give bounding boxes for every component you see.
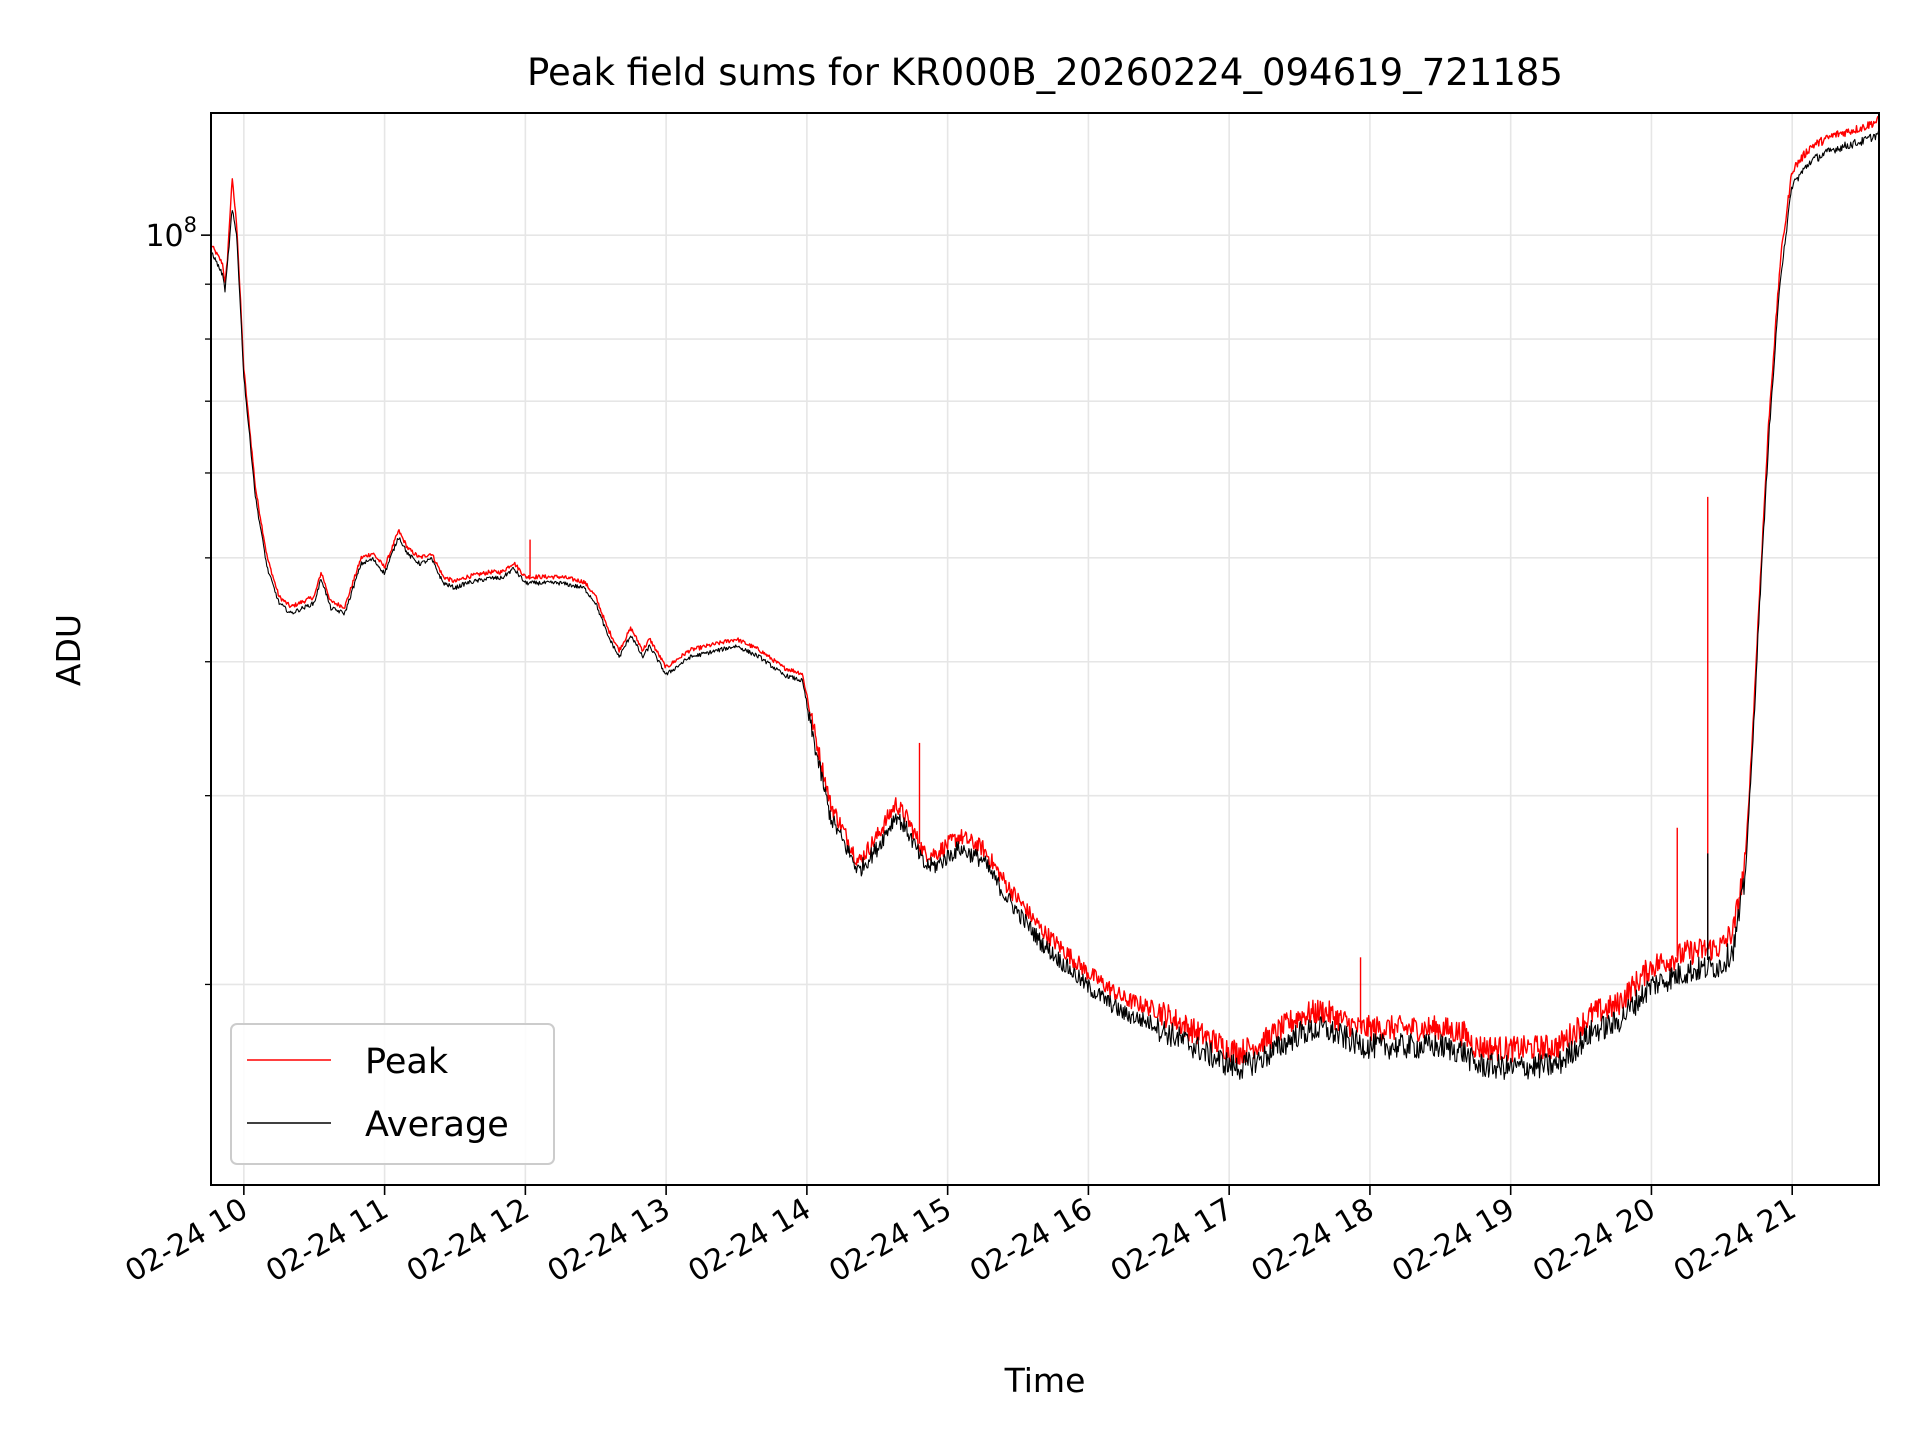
chart-title: Peak field sums for KR000B_20260224_0946… [527,51,1563,94]
y-tick-label: 108 [145,213,197,254]
series-line-average [210,130,1880,1080]
grid [211,113,1879,1185]
y-axis-label: ADU [49,614,88,686]
series-layer [210,115,1880,1080]
x-axis-label: Time [1004,1361,1086,1400]
legend-label-peak: Peak [365,1042,449,1082]
legend-box [230,1023,555,1165]
legend: Peak Average [230,1023,555,1165]
series-line-peak [210,115,1880,1065]
plot-frame [210,112,1880,1186]
legend-label-average: Average [365,1105,509,1145]
